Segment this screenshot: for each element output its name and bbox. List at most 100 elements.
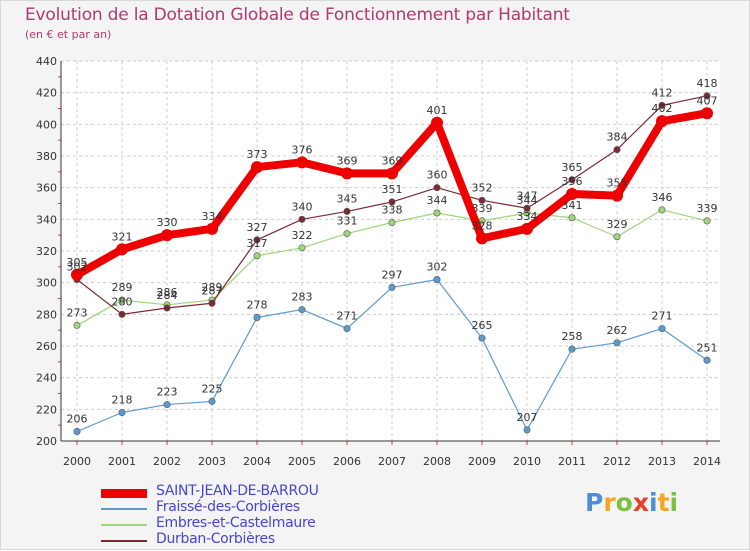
- logo-letter: o: [615, 488, 633, 517]
- logo-letter: P: [585, 488, 604, 517]
- data-label: 278: [247, 299, 268, 312]
- data-point: [118, 310, 126, 318]
- y-tick-label: 340: [36, 213, 57, 226]
- data-label: 330: [157, 216, 178, 229]
- data-point: [701, 107, 713, 120]
- chart-subtitle: (en € et par an): [25, 28, 112, 41]
- data-label: 407: [697, 94, 718, 107]
- x-tick-label: 2010: [513, 455, 541, 468]
- data-label: 369: [337, 154, 358, 167]
- x-tick-label: 2007: [378, 455, 406, 468]
- data-label: 218: [112, 394, 133, 407]
- logo-letter: r: [603, 488, 616, 517]
- y-tick-label: 320: [36, 245, 57, 258]
- data-point: [433, 184, 441, 192]
- legend-label: Durban-Corbières: [156, 531, 275, 547]
- data-label: 418: [697, 77, 718, 90]
- data-point: [613, 146, 621, 154]
- data-point: [658, 325, 666, 333]
- data-label: 265: [472, 319, 493, 332]
- logo-letter: x: [632, 488, 649, 517]
- data-point: [431, 116, 443, 129]
- data-point: [118, 408, 126, 416]
- data-label: 355: [607, 177, 628, 190]
- data-label: 317: [247, 237, 268, 250]
- logo-letter: i: [669, 488, 679, 517]
- legend-label: SAINT-JEAN-DE-BARROU: [156, 483, 319, 499]
- data-point: [163, 401, 171, 409]
- y-tick-label: 260: [36, 340, 57, 353]
- data-label: 339: [472, 202, 493, 215]
- y-tick-label: 240: [36, 372, 57, 385]
- data-point: [613, 233, 621, 241]
- data-point: [298, 306, 306, 314]
- data-label: 340: [292, 200, 313, 213]
- data-label: 251: [697, 341, 718, 354]
- data-label: 339: [697, 202, 718, 215]
- x-tick-label: 2013: [648, 455, 676, 468]
- x-tick-label: 2009: [468, 455, 496, 468]
- data-label: 206: [67, 413, 88, 426]
- data-label: 341: [562, 199, 583, 212]
- logo-letter: i: [649, 488, 658, 517]
- data-label: 271: [337, 310, 358, 323]
- data-point: [658, 206, 666, 214]
- legend-label: Fraissé-des-Corbières: [156, 499, 300, 515]
- y-tick-label: 420: [36, 87, 57, 100]
- data-point: [613, 339, 621, 347]
- data-label: 283: [292, 291, 313, 304]
- data-point: [523, 204, 531, 212]
- data-point: [566, 188, 578, 200]
- data-point: [73, 321, 81, 329]
- data-point: [476, 232, 488, 245]
- y-tick-label: 440: [36, 55, 57, 68]
- data-label: 302: [427, 261, 448, 274]
- x-tick-label: 2000: [63, 455, 91, 468]
- data-label: 334: [202, 210, 223, 223]
- x-tick-label: 2004: [243, 455, 271, 468]
- data-point: [521, 222, 533, 235]
- data-label: 344: [517, 194, 538, 207]
- data-label: 347: [517, 189, 538, 202]
- data-point: [296, 156, 308, 169]
- data-label: 273: [67, 306, 88, 319]
- data-label: 289: [202, 281, 223, 294]
- x-tick-label: 2014: [693, 455, 721, 468]
- legend-label: Embres-et-Castelmaure: [156, 515, 316, 531]
- data-point: [298, 244, 306, 252]
- data-point: [703, 92, 711, 100]
- data-point: [251, 161, 263, 174]
- data-point: [388, 283, 396, 291]
- data-point: [388, 198, 396, 206]
- data-point: [703, 217, 711, 225]
- data-label: 346: [652, 191, 673, 204]
- data-label: 334: [517, 210, 538, 223]
- data-point: [116, 243, 128, 256]
- data-label: 365: [562, 161, 583, 174]
- data-point: [433, 275, 441, 283]
- data-label: 280: [112, 295, 133, 308]
- data-label: 356: [562, 175, 583, 188]
- data-point: [523, 426, 531, 434]
- data-point: [161, 229, 173, 242]
- data-point: [253, 252, 261, 260]
- data-label: 338: [382, 204, 403, 217]
- data-label: 225: [202, 382, 223, 395]
- data-label: 401: [427, 104, 448, 117]
- data-point: [568, 214, 576, 222]
- x-tick-label: 2012: [603, 455, 631, 468]
- y-tick-label: 300: [36, 277, 57, 290]
- data-label: 302: [67, 261, 88, 274]
- logo-letter: t: [657, 488, 670, 517]
- y-tick-label: 220: [36, 403, 57, 416]
- legend-swatch: [101, 524, 147, 526]
- data-label: 376: [292, 143, 313, 156]
- data-point: [568, 176, 576, 184]
- data-label: 412: [652, 86, 673, 99]
- data-point: [703, 356, 711, 364]
- y-tick-label: 360: [36, 182, 57, 195]
- data-label: 329: [607, 218, 628, 231]
- data-label: 345: [337, 192, 358, 205]
